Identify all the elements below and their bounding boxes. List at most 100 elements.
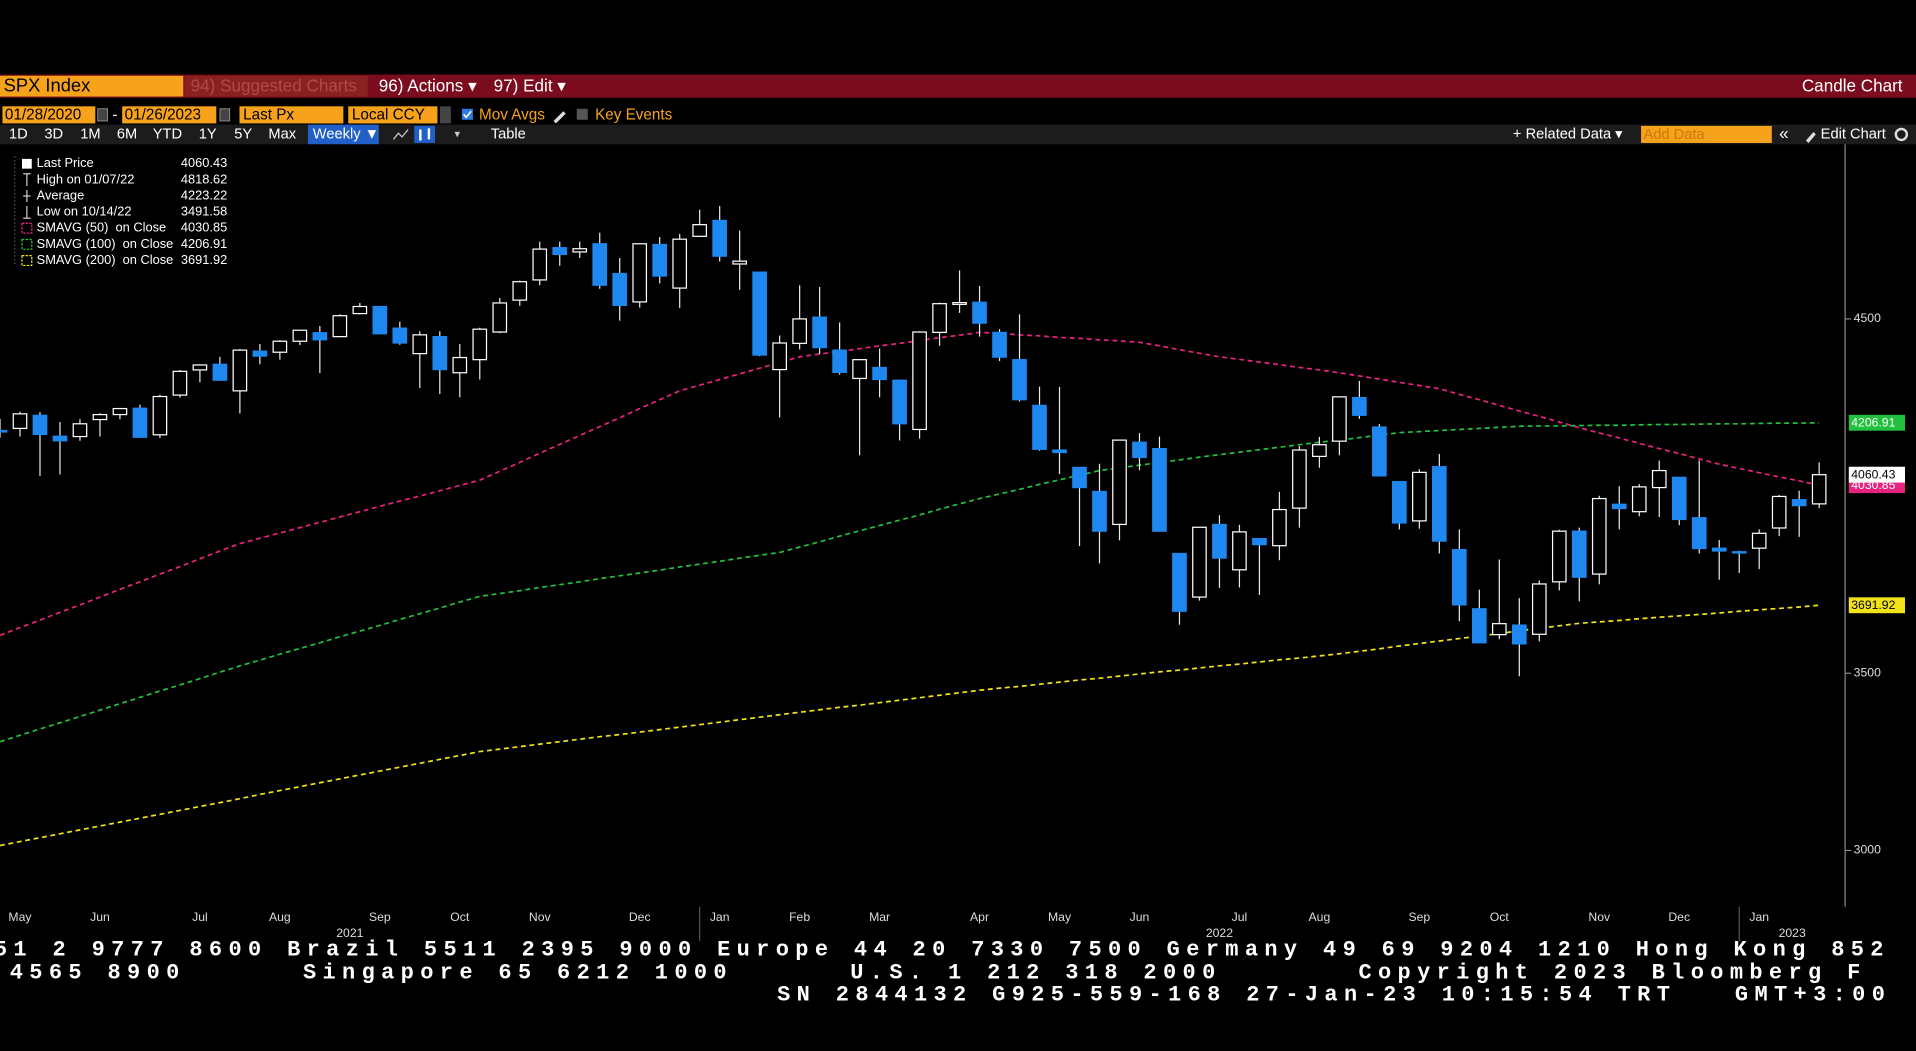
legend-label: Average [37, 187, 85, 202]
calendar-icon[interactable] [219, 108, 231, 122]
candle-up [692, 224, 708, 237]
mov-avgs-checkbox[interactable] [461, 108, 473, 120]
key-events-checkbox[interactable] [576, 108, 588, 120]
candle-down [1611, 503, 1627, 510]
period-button[interactable]: 6M [117, 126, 137, 142]
edit-icon[interactable] [1806, 131, 1816, 143]
legend-value: 4060.43 [181, 155, 227, 170]
candle-down [832, 349, 847, 374]
candle-down [892, 379, 907, 425]
period-button[interactable]: 5Y [234, 126, 252, 142]
actions-menu[interactable]: 96) Actions ▾ [379, 76, 477, 95]
candle-up [72, 423, 88, 438]
x-tick-label: Sep [1408, 910, 1430, 924]
legend-value: 3691.92 [181, 252, 227, 267]
key-events[interactable]: Key Events [595, 107, 673, 124]
candle-up [492, 302, 508, 333]
candle-up [672, 238, 688, 289]
legend-label: High on 01/07/22 [37, 171, 135, 186]
settings-icon[interactable] [1894, 127, 1909, 142]
period-button[interactable]: 1Y [199, 126, 217, 142]
suggested-charts[interactable]: 94) Suggested Charts [191, 76, 357, 95]
mov-avgs[interactable]: Mov Avgs [479, 107, 545, 124]
table-button[interactable]: Table [491, 126, 526, 142]
candle-down [1072, 466, 1087, 489]
start-date-box[interactable] [2, 106, 96, 124]
candle-down [1372, 426, 1387, 477]
candle-down [252, 350, 268, 357]
candle-down [1511, 624, 1527, 645]
security-box[interactable] [0, 75, 184, 97]
pencil-icon[interactable] [553, 111, 566, 124]
edit-chart[interactable]: Edit Chart [1821, 126, 1886, 142]
candle-up [452, 356, 468, 374]
x-tick-label: Mar [869, 910, 890, 924]
candle-up [932, 303, 947, 333]
candle-icon [419, 128, 431, 141]
value-tag [1848, 466, 1906, 483]
candle-down [872, 366, 887, 381]
x-tick-label: Dec [629, 910, 651, 924]
period-button[interactable]: YTD [153, 126, 182, 142]
candle-up [572, 248, 588, 253]
candle-up [472, 328, 488, 361]
candle-down [1731, 551, 1747, 554]
line-icon[interactable] [392, 129, 409, 140]
candle-icon-box[interactable] [414, 125, 436, 143]
frequency[interactable]: Weekly ▼ [313, 126, 379, 142]
edit-menu[interactable]: 97) Edit ▾ [494, 76, 567, 95]
x-tick-label: Jan [1749, 910, 1769, 924]
period-button[interactable]: 1D [9, 126, 28, 142]
collapse-icon[interactable]: « [1779, 124, 1789, 143]
security[interactable]: SPX Index [4, 75, 91, 96]
legend-value: 4223.22 [181, 187, 227, 202]
x-tick-label: Oct [450, 910, 470, 924]
legend-icon [23, 206, 31, 219]
suggested-box[interactable] [184, 75, 368, 97]
frequency-box[interactable] [307, 124, 379, 145]
candle-up [1811, 474, 1827, 505]
period-button[interactable]: Max [268, 126, 296, 142]
candle-down [1571, 530, 1587, 578]
candle-up [1192, 526, 1207, 598]
candle-down [372, 305, 388, 335]
year-label: 2021 [336, 926, 363, 940]
related-data[interactable]: + Related Data ▾ [1513, 126, 1623, 142]
candle-down [1791, 499, 1807, 507]
x-tick-label: May [1048, 910, 1072, 924]
moving-average-line [0, 331, 1820, 637]
add-data[interactable]: Add Data [1644, 127, 1706, 143]
candle-up [1232, 531, 1247, 571]
candle-down [972, 301, 987, 324]
start-date[interactable]: 01/28/2020 [5, 107, 81, 124]
currency-dropdown[interactable] [439, 106, 451, 124]
currency[interactable]: Local CCY [352, 107, 425, 124]
field-box[interactable] [239, 106, 344, 124]
candle-down [712, 219, 728, 257]
end-date[interactable]: 01/26/2023 [125, 107, 201, 124]
legend: Last Price 4060.43 High on 01/07/22 4818.62… [14, 155, 227, 267]
end-date-box[interactable] [122, 106, 217, 124]
candle-down [592, 243, 608, 286]
candle-up [732, 260, 747, 265]
value-tag-label: 3691.92 [1851, 598, 1895, 612]
toolbar [0, 124, 1916, 145]
x-tick-label: Oct [1490, 910, 1510, 924]
dropdown-arrow[interactable]: ▾ [455, 128, 461, 140]
period-button[interactable]: 1M [80, 126, 100, 142]
calendar-icon[interactable] [97, 108, 108, 122]
currency-box[interactable] [348, 106, 438, 124]
add-data-box[interactable] [1641, 125, 1772, 143]
candle-down [1132, 441, 1147, 459]
legend-label: Low on 10/14/22 [37, 204, 132, 219]
x-tick-label: Dec [1668, 910, 1690, 924]
field[interactable]: Last Px [243, 107, 294, 124]
candle-up [1332, 396, 1347, 442]
candle-up [792, 318, 807, 344]
x-tick-label: Nov [529, 910, 552, 924]
period-button[interactable]: 3D [44, 126, 63, 142]
candle-up [1651, 469, 1667, 489]
candle-up [1312, 444, 1327, 458]
candle-up [1751, 532, 1767, 549]
